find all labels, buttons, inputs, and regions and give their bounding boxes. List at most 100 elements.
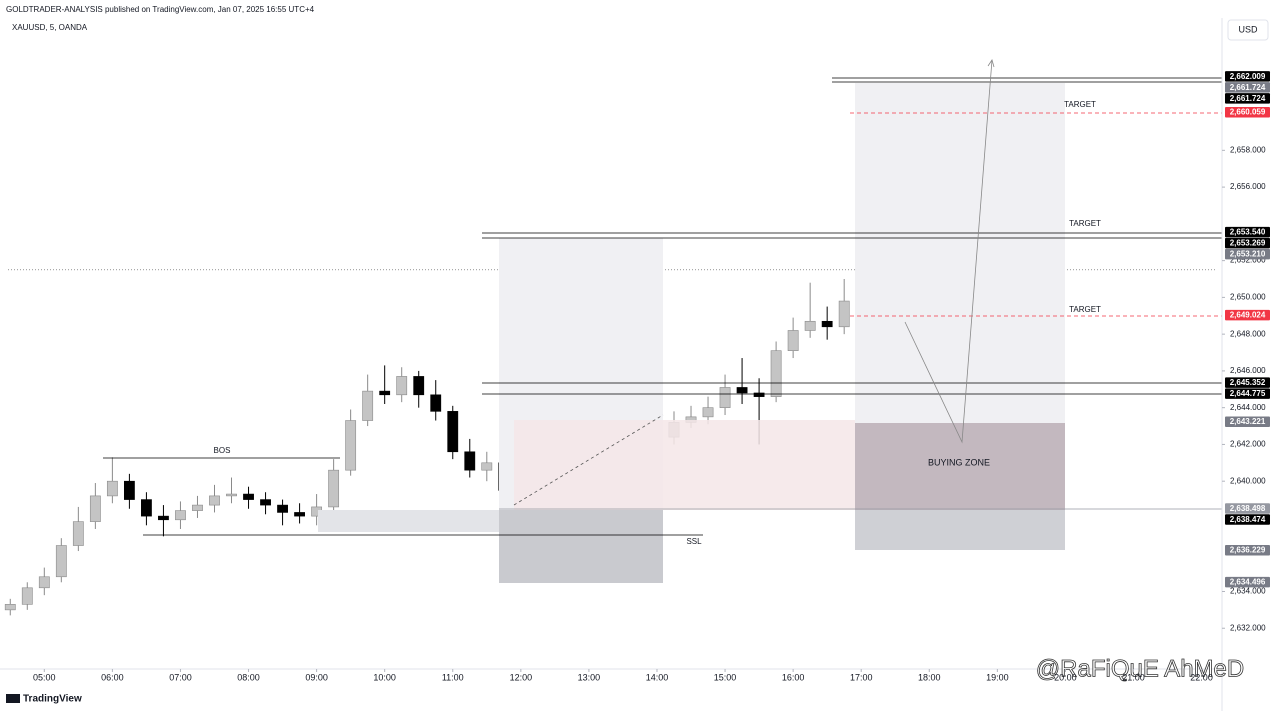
price-label-box xyxy=(1225,416,1270,427)
x-tick-label: 07:00 xyxy=(169,672,192,682)
x-tick-label: 14:00 xyxy=(646,672,669,682)
candle-body xyxy=(106,480,118,497)
candle-body xyxy=(72,521,84,546)
price-label-box xyxy=(1225,576,1270,588)
x-tick-label: 09:00 xyxy=(305,672,328,682)
candle-body xyxy=(838,300,850,328)
x-tick-label: 10:00 xyxy=(373,672,396,682)
zone-label: BUYING ZONE xyxy=(928,457,990,467)
price-label: 2,661.724 xyxy=(1230,94,1266,103)
y-tick-label: 2,634.000 xyxy=(1230,587,1266,596)
arrow-head xyxy=(987,59,995,68)
candle-body xyxy=(141,499,152,517)
path-arrow xyxy=(904,59,993,444)
candle-body xyxy=(804,320,816,331)
candle-body xyxy=(430,394,442,412)
x-tick-label: 20:00 xyxy=(1054,672,1077,682)
candle-body xyxy=(38,576,50,589)
candle-body xyxy=(447,411,459,453)
candle-body xyxy=(209,495,220,506)
x-tick-label: 08:00 xyxy=(237,672,260,682)
candle-body xyxy=(89,495,101,522)
currency[interactable]: USD xyxy=(1238,24,1258,34)
price-label-box xyxy=(1225,377,1270,388)
x-tick-label: 17:00 xyxy=(850,672,873,682)
price-label: 2,653.540 xyxy=(1230,227,1266,236)
range-box-low xyxy=(499,510,663,583)
projection-line xyxy=(513,414,664,506)
price-label: 2,660.059 xyxy=(1230,108,1266,117)
price-label-box xyxy=(1225,248,1270,260)
candle-body xyxy=(396,376,408,396)
x-tick-label: 13:00 xyxy=(578,672,601,682)
x-tick-label: 15:00 xyxy=(714,672,737,682)
price-label-box xyxy=(1225,226,1270,238)
price-label-box xyxy=(1225,545,1270,556)
price-label: 2,661.724 xyxy=(1230,83,1266,92)
price-label-box xyxy=(1225,106,1270,118)
y-tick-label: 2,646.000 xyxy=(1230,366,1266,375)
symbol-info: XAUUSD, 5, OANDA xyxy=(12,23,88,32)
price-label-box xyxy=(1225,388,1270,399)
candle-body xyxy=(464,451,476,471)
y-tick-label: 2,644.000 xyxy=(1230,403,1266,412)
candle-body xyxy=(277,504,288,513)
price-label: 2,636.229 xyxy=(1230,546,1266,555)
candle-body xyxy=(736,387,748,394)
candle-body xyxy=(4,604,16,611)
y-tick-label: 2,632.000 xyxy=(1230,623,1266,632)
ssl-box xyxy=(318,510,499,532)
price-label-box xyxy=(1225,309,1270,321)
x-tick-label: 18:00 xyxy=(918,672,941,682)
candle-body xyxy=(158,515,169,521)
price-label: 2,634.496 xyxy=(1230,577,1266,586)
price-label-box xyxy=(1225,82,1270,93)
candle-body xyxy=(55,545,67,578)
y-tick-label: 2,658.000 xyxy=(1230,145,1266,154)
brand: TradingView xyxy=(23,694,82,705)
candle-body xyxy=(481,462,493,471)
y-tick-label: 2,652.000 xyxy=(1230,256,1266,265)
price-label: 2,643.221 xyxy=(1230,417,1266,426)
price-label-box xyxy=(1225,93,1270,104)
candle-body xyxy=(175,510,186,521)
candle-body xyxy=(21,587,33,605)
currency-button[interactable] xyxy=(1227,19,1269,41)
watermark: @RaFiQuE AhMeD xyxy=(1036,655,1244,682)
candle-body xyxy=(243,493,254,500)
price-label: 2,644.775 xyxy=(1230,389,1266,398)
candle-body xyxy=(821,320,833,328)
tv-logo xyxy=(6,694,20,703)
y-tick-label: 2,650.000 xyxy=(1230,292,1266,301)
publish-info: GOLDTRADER-ANALYSIS published on Trading… xyxy=(6,5,315,14)
stop-box xyxy=(855,510,1065,550)
x-tick-label: 16:00 xyxy=(782,672,805,682)
candle-body xyxy=(702,407,714,418)
bos-label: BOS xyxy=(214,446,231,455)
price-label: 2,649.024 xyxy=(1230,310,1266,319)
target-label: TARGET xyxy=(1069,305,1101,314)
target-label: TARGET xyxy=(1064,100,1096,109)
price-label-box xyxy=(1225,514,1270,525)
candle-body xyxy=(294,512,305,517)
x-tick-label: 06:00 xyxy=(101,672,124,682)
candle-body xyxy=(260,499,271,506)
candle-body xyxy=(787,330,799,351)
price-label-box xyxy=(1225,237,1270,249)
price-label-box xyxy=(1225,503,1270,514)
candle-body xyxy=(413,376,425,396)
drawings xyxy=(103,59,1222,583)
x-tick-label: 05:00 xyxy=(33,672,56,682)
candle-body xyxy=(328,469,340,508)
price-label: 2,638.498 xyxy=(1230,504,1266,513)
target-box xyxy=(855,83,1065,423)
candle-body xyxy=(345,420,357,471)
x-tick-label: 11:00 xyxy=(442,672,464,682)
x-tick-label: 12:00 xyxy=(510,672,533,682)
x-tick-label: 21:00 xyxy=(1122,672,1145,682)
candle-body xyxy=(753,392,765,397)
ssl-label: SSL xyxy=(686,537,702,546)
candle-body xyxy=(362,390,374,421)
price-label: 2,653.269 xyxy=(1230,238,1266,247)
